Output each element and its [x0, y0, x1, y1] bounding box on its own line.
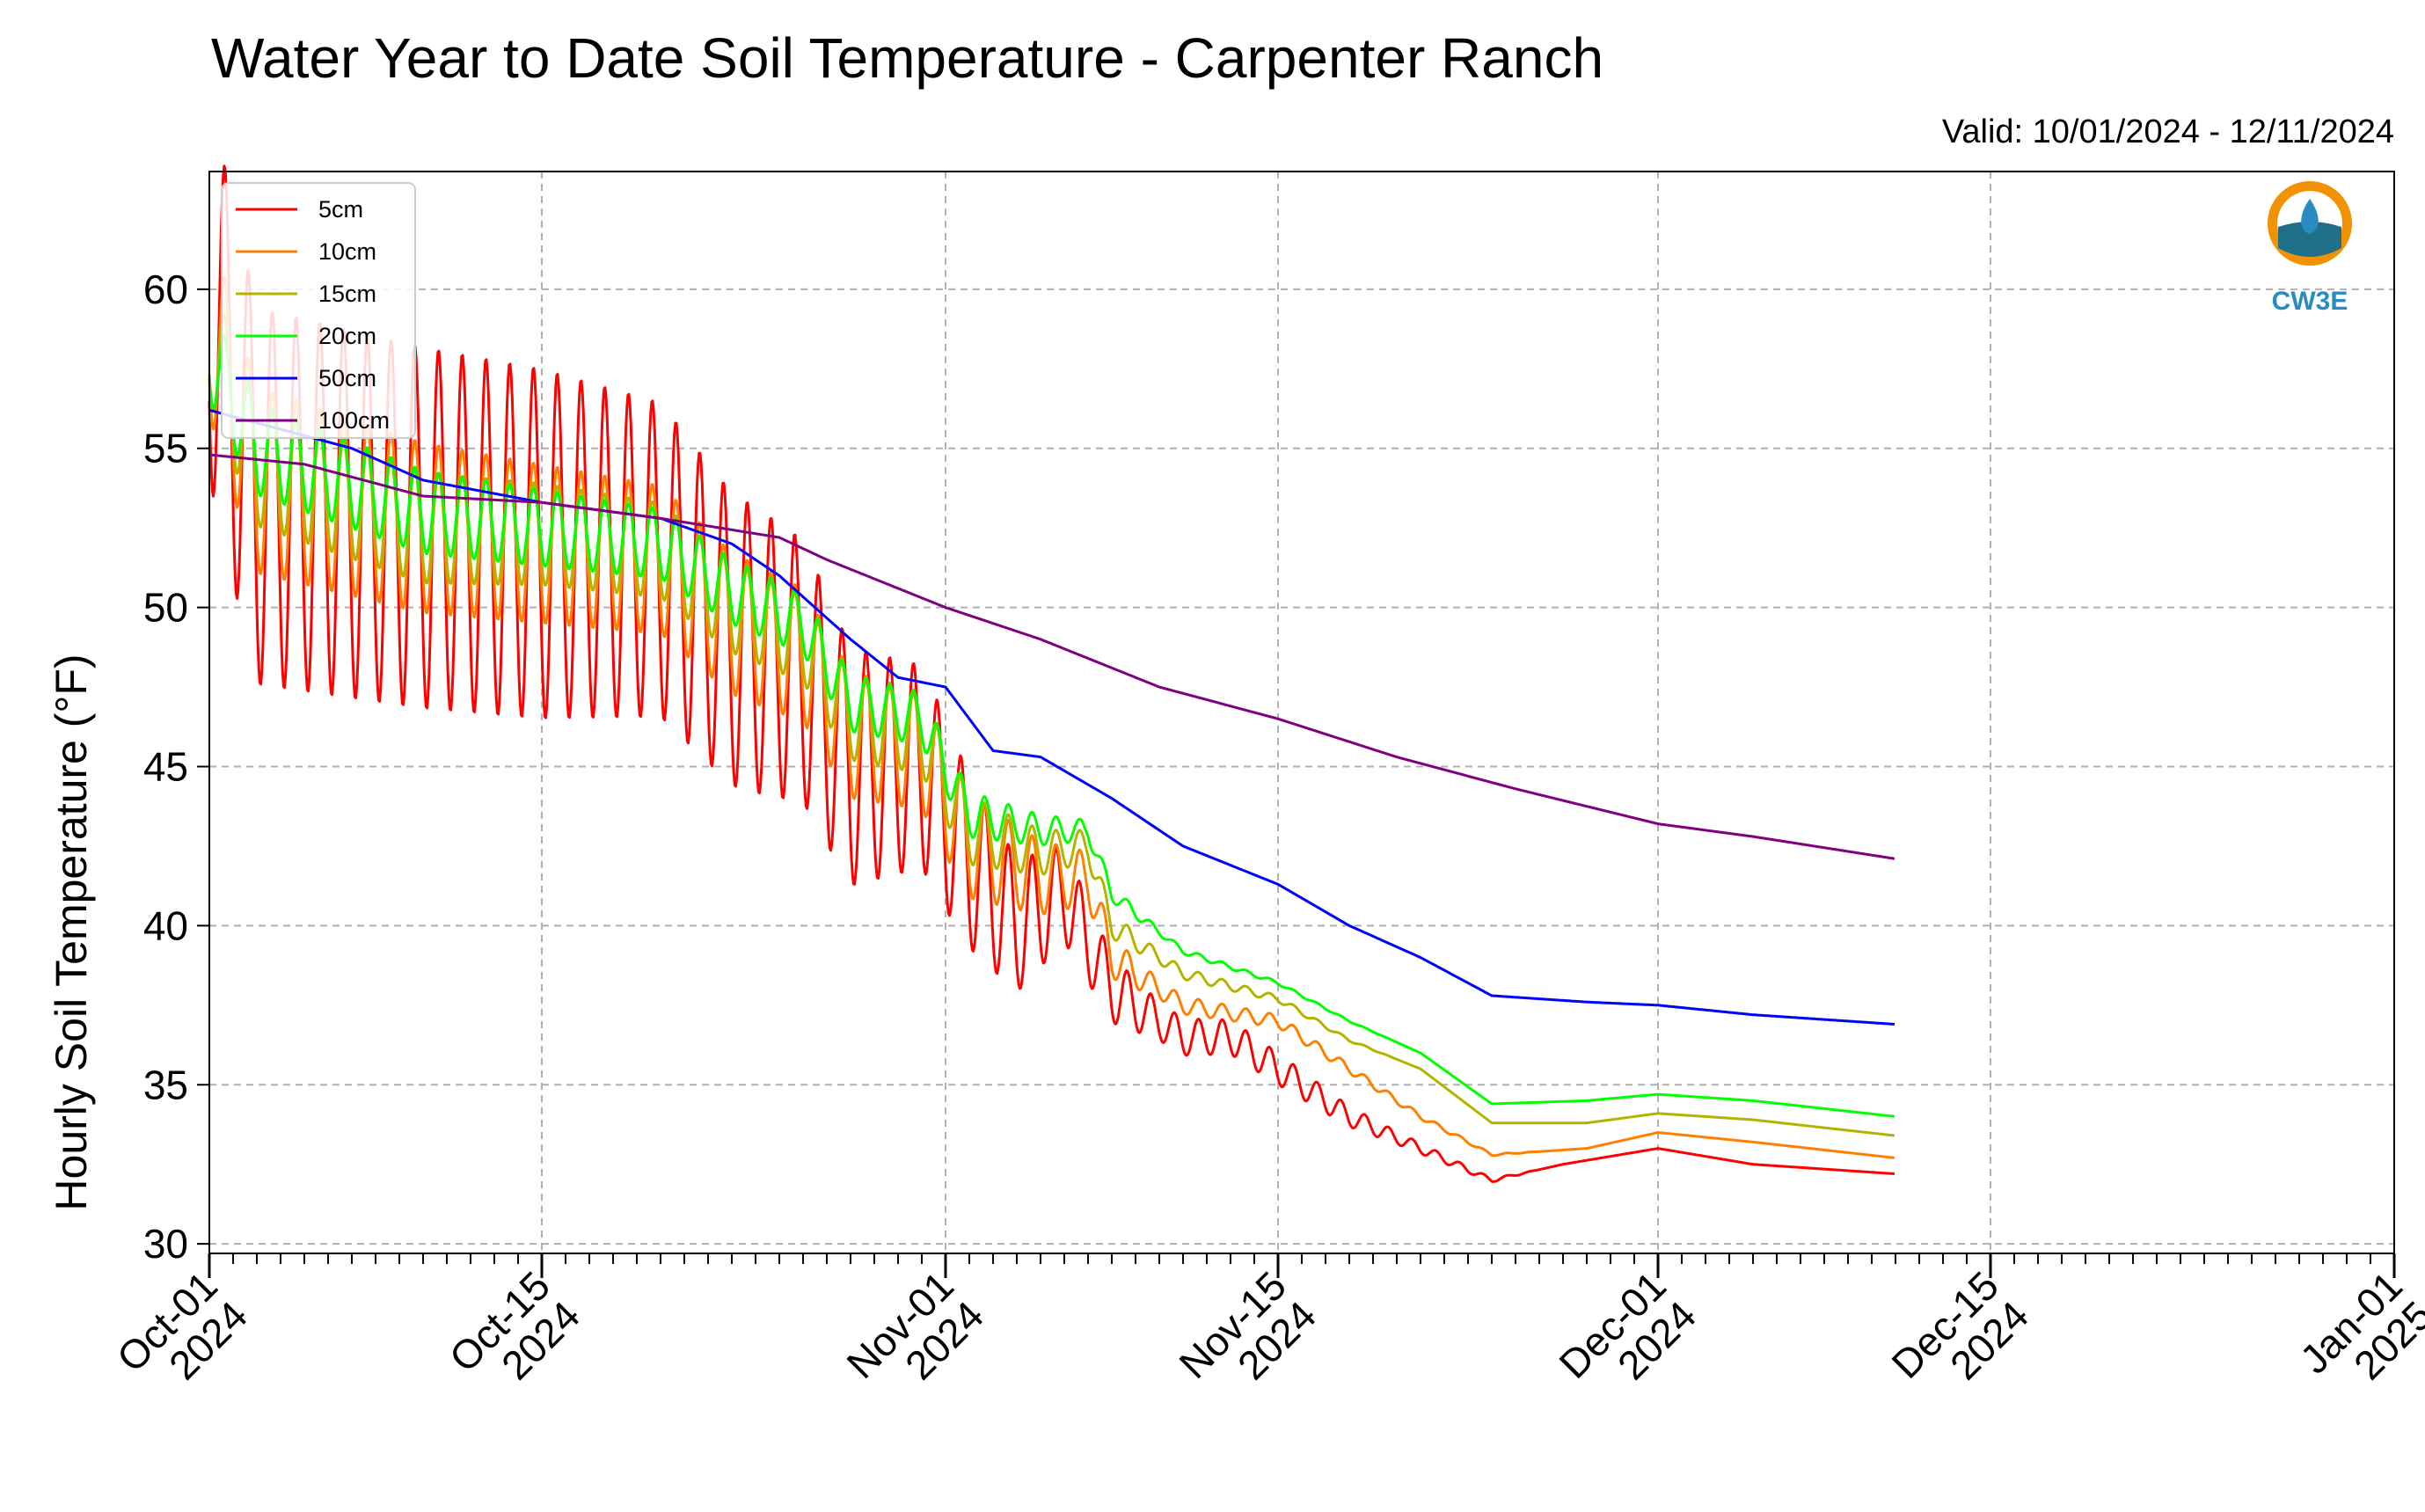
logo-text: CW3E — [2272, 287, 2348, 316]
chart-title: Water Year to Date Soil Temperature - Ca… — [211, 26, 1603, 90]
y-tick-label: 55 — [143, 426, 188, 471]
y-tick-label: 35 — [143, 1062, 188, 1107]
series-line-5cm — [208, 164, 1895, 1183]
legend-label-5cm: 5cm — [318, 196, 363, 223]
legend-label-10cm: 10cm — [318, 238, 376, 265]
legend-label-50cm: 50cm — [318, 365, 376, 391]
y-tick-label: 50 — [143, 585, 188, 631]
legend-label-100cm: 100cm — [318, 407, 390, 434]
legend-box — [221, 182, 416, 439]
series-line-15cm — [208, 313, 1895, 1137]
legend: 5cm 10cm 15cm 20cm 50cm 100cm — [221, 182, 416, 439]
y-tick-label: 60 — [143, 267, 188, 312]
y-axis-label: Hourly Soil Temperature (°F) — [47, 654, 96, 1210]
series-line-20cm — [208, 334, 1895, 1118]
series-line-10cm — [208, 275, 1895, 1159]
series-line-100cm — [208, 453, 1895, 860]
cw3e-logo: CW3E — [2268, 181, 2352, 316]
logo-wave — [2278, 222, 2341, 257]
legend-label-15cm: 15cm — [318, 281, 376, 307]
series-layer — [208, 164, 1895, 1183]
logo-drop — [2301, 199, 2319, 234]
legend-label-20cm: 20cm — [318, 323, 376, 349]
y-tick-label: 45 — [143, 744, 188, 790]
y-tick-label: 30 — [143, 1221, 188, 1267]
y-tick-label: 40 — [143, 902, 188, 948]
series-line-50cm — [208, 408, 1895, 1026]
chart-subtitle: Valid: 10/01/2024 - 12/11/2024 — [1942, 113, 2394, 150]
